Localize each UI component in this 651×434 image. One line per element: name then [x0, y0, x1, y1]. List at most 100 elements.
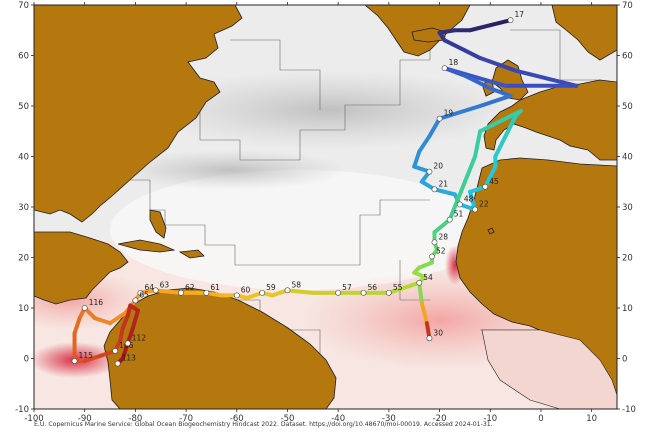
spur-waypoint-marker [426, 335, 433, 342]
florida-peninsula [149, 209, 167, 239]
route-waypoint-label: 65 [139, 290, 149, 299]
lon-tick-label: -10 [483, 414, 497, 424]
route-waypoint-label: 64 [144, 283, 154, 292]
axes: -100 -90 -80 -70 -60 -50 -40 -30 -20 -10 0 10-10 -10… [15, 1, 636, 424]
route-waypoint-label: 54 [423, 273, 433, 282]
route-waypoint-marker [431, 186, 438, 193]
europe [483, 79, 617, 161]
route-waypoint-marker [178, 289, 184, 296]
route-waypoint-marker [284, 287, 291, 294]
route-segment [442, 66, 467, 78]
route-waypoint-marker [416, 279, 423, 286]
route-segment [437, 104, 483, 121]
route-segment [513, 68, 579, 88]
route-segment [437, 28, 457, 35]
route-waypoint-marker [431, 239, 438, 246]
north-america [34, 5, 243, 223]
route-waypoint-marker [472, 206, 478, 213]
spur-segment [419, 300, 429, 326]
route-waypoint-label: 59 [266, 283, 276, 292]
waypoint-layer: 17 18 19 20 21 48 22 45 51 28 52 54 55 56 57 58 59 60 61 62… [71, 10, 525, 367]
land-masses [34, 5, 617, 409]
route-waypoint-marker [114, 360, 121, 367]
route-segment [130, 308, 140, 331]
route-waypoint-marker [112, 348, 119, 354]
route-waypoint-marker [152, 287, 159, 294]
lat-tick-label-left: 10 [18, 304, 29, 314]
route-segment [417, 260, 434, 270]
route-waypoint-marker [137, 289, 144, 296]
spur-segment [417, 280, 424, 305]
route-waypoint-marker [124, 340, 131, 347]
route-waypoint-marker [385, 289, 392, 296]
route-waypoint-label: 48 [464, 194, 474, 203]
lon-tick-label: -70 [179, 414, 193, 424]
route-waypoint-marker [482, 183, 489, 190]
route-waypoint-label: 116 [89, 298, 104, 307]
lat-tick-label-right: 20 [622, 254, 633, 264]
route-waypoint-label: 51 [454, 210, 464, 219]
route-segment [417, 134, 432, 154]
route-segment [108, 311, 128, 326]
lat-tick-label-left: 30 [18, 203, 29, 213]
route-waypoint-label: 28 [438, 232, 448, 241]
canary-islands [487, 227, 495, 235]
lat-tick-label-left: -10 [15, 405, 29, 415]
lat-tick-label-right: 70 [622, 1, 633, 11]
route-waypoint-label: 56 [368, 283, 378, 292]
route-segment [483, 164, 498, 189]
lon-tick-label: -60 [230, 414, 244, 424]
route-waypoint-label: 60 [241, 285, 251, 294]
route-segment [442, 38, 467, 53]
route-segment [462, 48, 483, 61]
route-segment [473, 129, 483, 159]
route-segment [467, 23, 493, 33]
lon-tick-label: 10 [586, 414, 597, 424]
route-waypoint-marker [446, 216, 453, 223]
route-waypoint-label: 17 [515, 10, 525, 19]
lat-tick-label-right: 50 [622, 102, 633, 112]
route-segment [432, 217, 452, 235]
ocean-gray-band [140, 70, 520, 150]
route-waypoint-label: 21 [438, 179, 448, 188]
route-waypoint-label: 115 [79, 351, 94, 360]
route-segment [118, 326, 125, 343]
route-waypoint-label: 63 [160, 280, 170, 289]
route-segment [493, 134, 508, 159]
lat-tick-label-right: 0 [622, 355, 627, 365]
spur-waypoint-label: 30 [433, 328, 443, 337]
route-segment [120, 313, 130, 331]
lat-tick-label-right: -10 [622, 405, 636, 415]
lon-tick-label: -40 [331, 414, 345, 424]
route-segment [462, 154, 478, 184]
route-segment [82, 353, 102, 364]
lat-tick-label-left: 0 [24, 355, 29, 365]
route-waypoint-label: 19 [444, 109, 454, 118]
lon-tick-label: 0 [538, 414, 543, 424]
lon-tick-label: -20 [433, 414, 447, 424]
lon-tick-label: -50 [281, 414, 295, 424]
route-waypoint-label: 20 [433, 162, 443, 171]
route-waypoint-marker [203, 289, 210, 296]
route-segment [92, 316, 113, 326]
route-waypoint-marker [426, 168, 433, 175]
lat-tick-label-right: 40 [622, 153, 633, 163]
route-segment [478, 93, 513, 108]
lon-tick-label: -30 [382, 414, 396, 424]
lon-tick-label: -80 [128, 414, 142, 424]
lat-tick-label-left: 40 [18, 153, 29, 163]
lat-tick-label-left: 50 [18, 102, 29, 112]
route-waypoint-marker [233, 292, 240, 299]
route-segment [462, 73, 493, 91]
route-segment [153, 288, 184, 295]
route-layer [72, 18, 579, 366]
route-waypoint-marker [81, 305, 88, 311]
route-segment [72, 316, 82, 336]
route-waypoint-label: 113 [122, 354, 137, 363]
lat-tick-label-right: 60 [622, 52, 633, 62]
route-waypoint-marker [360, 289, 367, 296]
central-america [34, 231, 129, 305]
route-waypoint-label: 57 [342, 283, 352, 292]
route-waypoint-label: 58 [291, 280, 301, 289]
